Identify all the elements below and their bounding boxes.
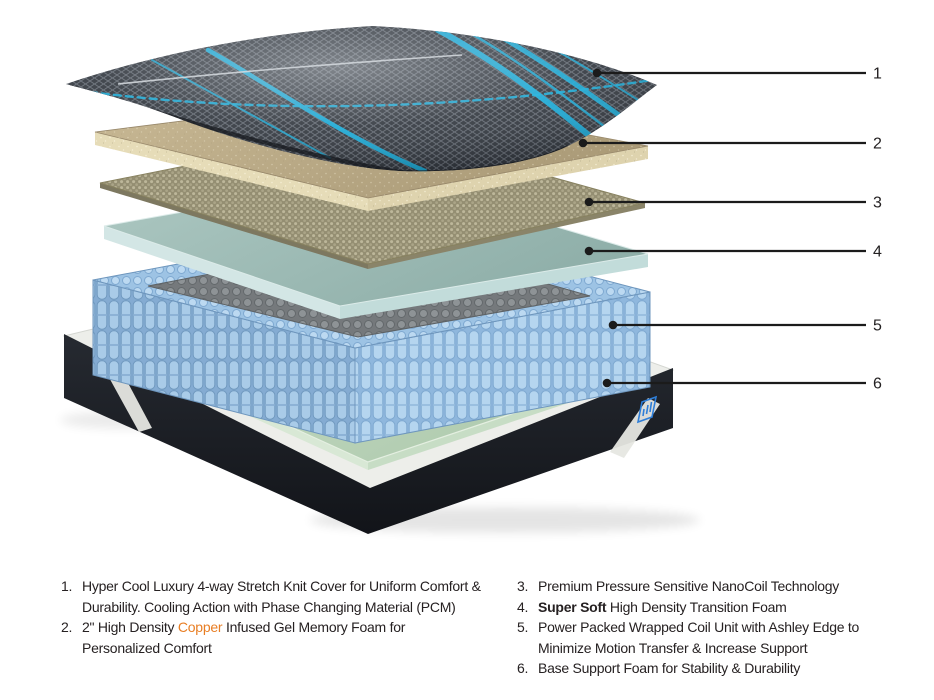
base-right-white-accent [610,398,660,458]
item-number: 6. [517,660,529,677]
item-number: 2. [61,619,73,636]
copper-highlight: Copper [177,619,223,636]
callout-2-label: 2 [873,136,882,153]
legend-item-2: 2. 2" High Density Copper Infused Gel Me… [61,617,481,658]
item-number: 3. [517,578,529,594]
callout-1-label: 1 [873,66,882,83]
item-number: 1. [61,578,73,594]
legend-text-line: 2" High Density Copper Infused Gel Memor… [82,619,406,636]
legend-text-line: Durability. Cooling Action with Phase Ch… [82,598,456,615]
super-soft-highlight: Super Soft [538,598,607,615]
legend-text-line: Super Soft High Density Transition Foam [538,598,787,615]
legend-column-left: 1. Hyper Cool Luxury 4-way Stretch Knit … [61,576,481,658]
callouts: 1 2 3 4 5 6 [578,66,882,393]
callout-5-label: 5 [873,318,882,335]
legend-text-line: Hyper Cool Luxury 4-way Stretch Knit Cov… [82,578,481,594]
legend-item-4: 4. Super Soft High Density Transition Fo… [517,597,859,618]
callout-4-label: 4 [873,244,882,261]
callout-6-label: 6 [873,376,882,393]
brand-logo-icon [636,395,658,424]
legend-item-1: 1. Hyper Cool Luxury 4-way Stretch Knit … [61,576,481,617]
base-left-white-accent [106,368,152,432]
legend-text-line: Base Support Foam for Stability & Durabi… [538,660,801,677]
item-number: 5. [517,619,529,636]
callout-5: 5 [608,318,882,335]
legend-text-line: Premium Pressure Sensitive NanoCoil Tech… [538,578,840,594]
base-black-shell [64,334,673,534]
callout-4: 4 [584,244,882,261]
callout-3-label: 3 [873,195,882,212]
legend-text-line: Personalized Comfort [82,639,212,656]
legend-text-line: Minimize Motion Transfer & Increase Supp… [538,639,808,656]
callout-2: 2 [578,136,882,153]
legend-text-line: Power Packed Wrapped Coil Unit with Ashl… [538,619,860,636]
legend-item-6: 6. Base Support Foam for Stability & Dur… [517,658,859,679]
legend-item-5: 5. Power Packed Wrapped Coil Unit with A… [517,617,859,658]
item-number: 4. [517,598,529,615]
legend-column-right: 3. Premium Pressure Sensitive NanoCoil T… [517,576,859,679]
exploded-view-illustration: 1 2 3 4 5 6 [60,26,882,534]
legend-item-3: 3. Premium Pressure Sensitive NanoCoil T… [517,576,859,597]
callout-3: 3 [584,195,882,212]
callout-1: 1 [592,66,882,83]
callout-6: 6 [602,376,882,393]
